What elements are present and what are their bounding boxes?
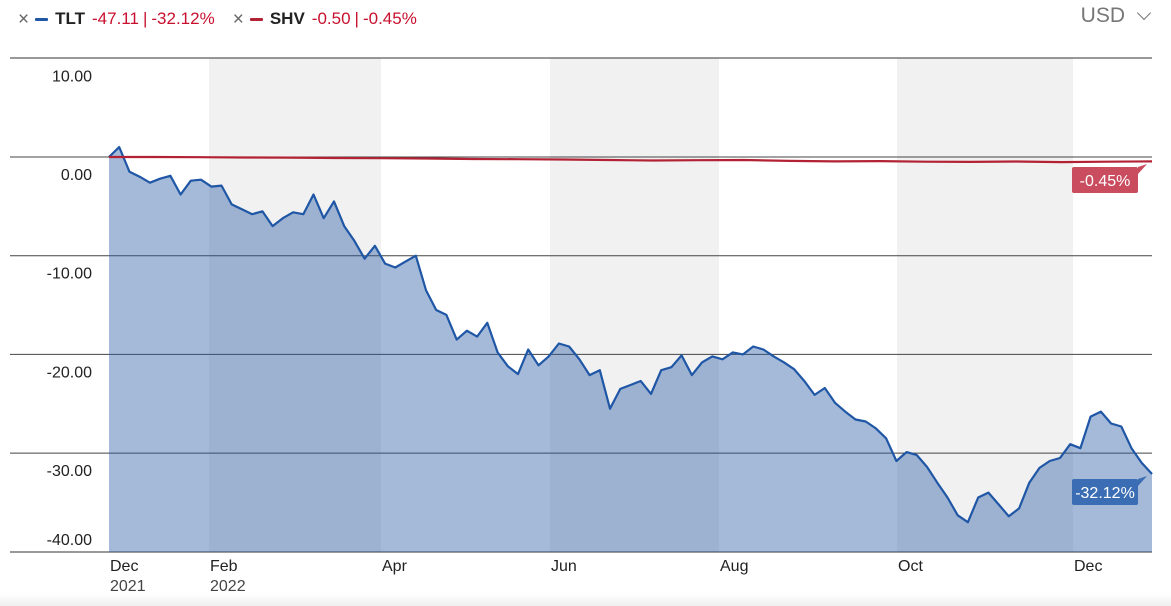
currency-selector[interactable]: USD [1080,4,1152,28]
shv-change-pct: -0.45% [362,9,417,28]
x-tick-label: Dec [110,558,138,575]
legend-item-shv: × SHV -0.50 | -0.45% [233,9,417,29]
y-tick-label: 10.00 [52,68,92,85]
tlt-end-label-box [1072,479,1138,505]
shv-end-label: -0.45% [1080,173,1131,190]
y-tick-label: -40.00 [47,532,92,549]
y-tick-label: -30.00 [47,463,92,480]
x-tick-year-label: 2022 [210,578,246,595]
shv-swatch [249,17,263,21]
month-band [897,58,1073,552]
tlt-line [108,146,1153,524]
x-tick-label: Apr [382,558,408,575]
tlt-change-pct: -32.12% [151,9,215,28]
shv-change: -0.50 [311,9,351,28]
close-icon[interactable]: × [18,8,30,30]
x-tick-label: Dec [1074,558,1102,575]
y-tick-label: -20.00 [47,364,92,381]
x-tick-label: Aug [720,558,748,575]
tlt-symbol: TLT [55,9,86,28]
bottom-fade [0,594,1171,606]
tlt-end-label: -32.12% [1075,485,1135,502]
x-tick-label: Oct [898,558,923,575]
y-tick-label: 0.00 [61,167,92,184]
chart-legend: × TLT -47.11 | -32.12% × SHV -0.50 | -0.… [18,6,435,32]
tlt-swatch [35,17,49,21]
shv-end-label-pointer [1138,164,1147,174]
tlt-end-label-pointer [1138,476,1147,486]
currency-label: USD [1080,4,1125,27]
x-tick-label: Jun [551,558,577,575]
month-band [550,58,719,552]
close-icon[interactable]: × [232,8,244,30]
legend-item-tlt: × TLT -47.11 | -32.12% [18,9,215,29]
legend-separator: | [142,9,148,28]
month-band [209,58,381,552]
legend-separator: | [354,9,359,28]
shv-symbol: SHV [269,9,305,28]
tlt-change: -47.11 [92,9,139,28]
y-tick-label: -10.00 [47,266,92,283]
x-tick-label: Feb [210,558,238,575]
shv-line [109,155,1153,164]
x-tick-year-label: 2021 [110,578,146,595]
shv-end-label-box [1072,167,1138,193]
